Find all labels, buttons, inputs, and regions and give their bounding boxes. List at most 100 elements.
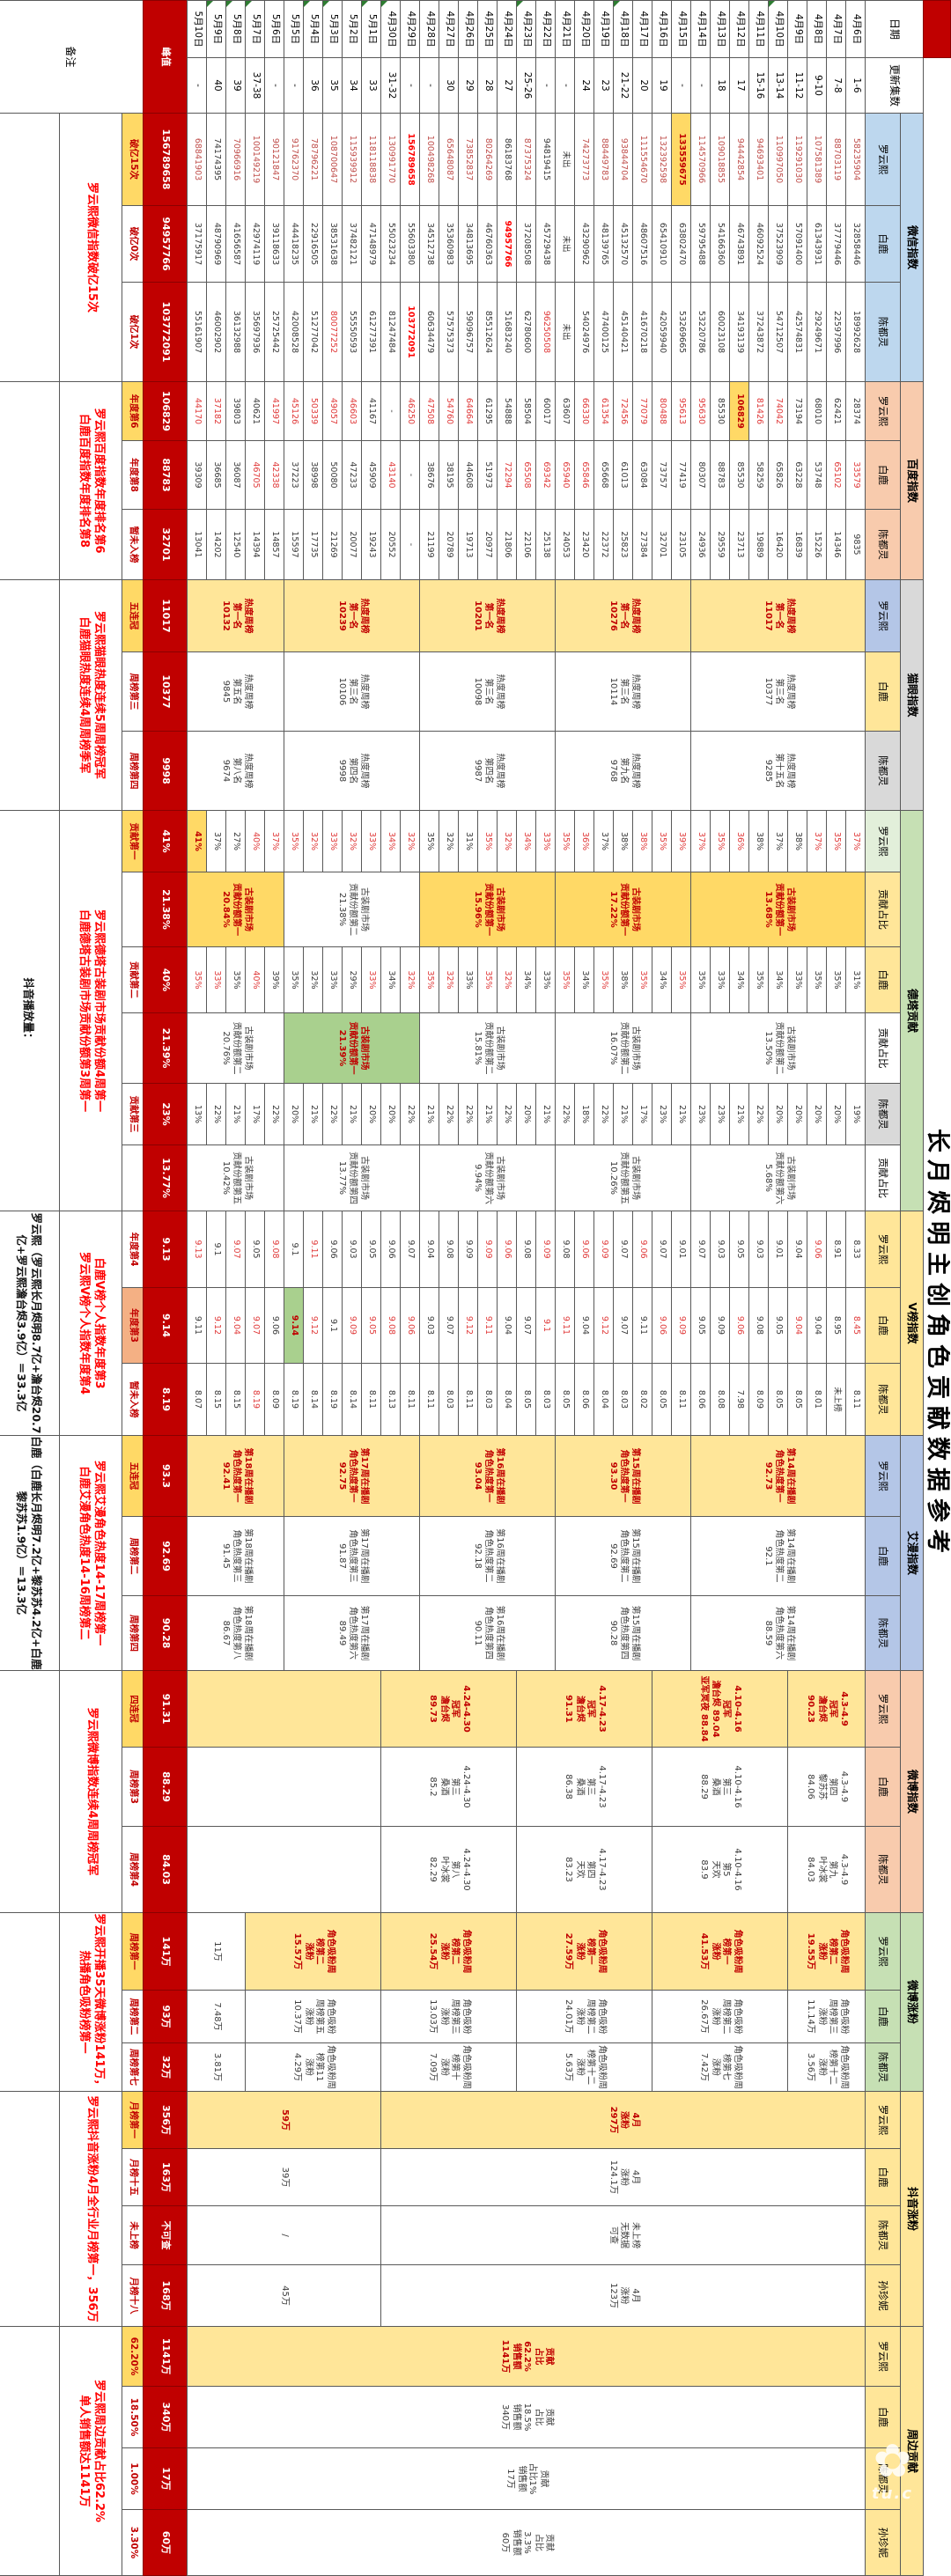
peak-cell[interactable]: 60万 [143,2509,188,2576]
episode-cell[interactable]: 36 [303,57,323,114]
value-cell[interactable]: 9.06 [400,1287,420,1364]
sub-header[interactable]: 贡献占比 [865,1012,901,1084]
value-cell[interactable]: 37482121 [342,205,362,283]
value-cell[interactable]: 49057 [322,381,343,441]
value-cell[interactable]: 8.15 [225,1363,246,1436]
episode-cell[interactable]: 18 [710,57,730,114]
value-cell[interactable]: 35% [555,810,575,872]
badge-cell[interactable]: 暂未入榜 [122,1363,144,1436]
value-cell[interactable]: 37223 [284,440,304,510]
value-cell[interactable]: 114570966 [690,113,711,206]
sub-header[interactable]: 白鹿 [865,1287,901,1364]
value-cell[interactable]: 44170 [187,381,207,441]
value-cell[interactable]: 8.14 [303,1363,323,1436]
value-cell[interactable]: 9.09 [535,1211,556,1288]
value-cell[interactable]: 9.03 [748,1211,769,1288]
value-cell[interactable]: 35% [807,946,827,1013]
value-cell[interactable]: 35% [652,810,672,872]
date-cell[interactable]: 4月14日 [690,0,711,58]
peak-cell[interactable]: 11017 [143,579,188,652]
value-cell[interactable]: 61277391 [361,282,381,382]
badge-cell[interactable]: 年度第4 [122,1211,144,1288]
value-cell[interactable]: 21% [671,1083,691,1145]
value-cell[interactable]: 20789 [439,509,459,580]
value-cell[interactable]: 40% [245,810,265,872]
value-cell[interactable]: 25138 [535,509,556,580]
value-cell[interactable]: 32% [303,946,323,1013]
value-cell[interactable]: 21% [477,1083,498,1145]
value-cell[interactable]: 21% [419,1083,439,1145]
value-cell[interactable]: 36% [729,810,749,872]
value-cell[interactable]: 24053 [555,509,575,580]
peak-cell[interactable]: 9998 [143,731,188,811]
weekly-cell[interactable]: 热度周榜 第九名 9768 [555,731,691,811]
value-cell[interactable]: 33% [361,810,381,872]
date-cell[interactable]: 4月30日 [380,0,401,58]
note-red[interactable]: 罗云熙周边贡献占比62.2% 单人销售额达1141万 [59,2326,122,2576]
value-cell[interactable]: 35% [284,810,304,872]
date-cell[interactable]: 4月13日 [710,0,730,58]
value-cell[interactable]: 9.09 [477,1211,498,1288]
value-cell[interactable]: 42059940 [652,282,672,382]
value-cell[interactable]: 45132570 [613,205,633,283]
value-cell[interactable]: 74174395 [206,113,226,206]
value-cell[interactable]: 37% [206,810,226,872]
peak-cell[interactable]: 141万 [143,1912,188,1991]
value-cell[interactable]: 43290962 [574,205,594,283]
column-header-date[interactable]: 日期 [865,0,924,58]
value-cell[interactable]: 59096757 [458,282,478,382]
value-cell[interactable]: 36087 [225,440,246,510]
value-cell[interactable]: 94957766 [497,205,517,283]
badge-cell[interactable]: 月榜十八 [122,2264,144,2327]
value-cell[interactable]: 9.13 [187,1211,207,1288]
episode-cell[interactable]: 17 [729,57,749,114]
value-cell[interactable]: 8.09 [264,1363,284,1436]
value-cell[interactable]: 39309 [187,440,207,510]
badge-cell[interactable]: 周榜第三 [122,651,144,732]
value-cell[interactable]: 9.11 [632,1287,652,1364]
value-cell[interactable]: 45909 [361,440,381,510]
value-cell[interactable]: 34512738 [419,205,439,283]
value-cell[interactable]: 41997 [264,381,284,441]
value-cell[interactable]: 45126 [284,381,304,441]
weekly-cell[interactable]: 第18周在播剧 角色热度第三 91.45 [187,1516,284,1596]
value-cell[interactable]: 9.09 [710,1287,730,1364]
weekly-cell[interactable]: 古装剧市场 贡献份额第二 15.81% [419,1012,556,1084]
value-cell[interactable]: 9.08 [555,1211,575,1288]
date-cell[interactable]: 4月29日 [400,0,420,58]
value-cell[interactable]: 69342 [535,440,556,510]
peak-cell[interactable]: 21.38% [143,872,188,947]
value-cell[interactable]: 8.04 [593,1363,614,1436]
note-black[interactable]: 罗云熙（罗云熙长月烬明8.7亿+澹台烬20.7亿+罗云熙澹台烬3.9亿）＝33.… [0,1211,60,1436]
value-cell[interactable]: 9.1 [284,1211,304,1288]
group-header[interactable]: 德塔贡献 [900,810,924,1211]
badge-cell[interactable]: 未上榜 [122,2205,144,2265]
value-cell[interactable]: 78796221 [303,113,323,206]
value-cell[interactable]: 23420 [574,509,594,580]
badge-cell[interactable]: 年度第6 [122,381,144,441]
weekly-cell[interactable]: 角色吸粉 周榜第五 涨粉 10.37万 [245,1990,381,2043]
value-cell[interactable]: 21199 [419,509,439,580]
weekly-cell[interactable]: 59万 [187,2091,381,2149]
value-cell[interactable]: 60023108 [710,282,730,382]
date-cell[interactable]: 4月6日 [845,0,866,58]
weekly-cell[interactable]: 古装剧市场 贡献份额第五 10.26% [555,1144,691,1211]
value-cell[interactable]: 37% [593,810,614,872]
value-cell[interactable]: 77079 [632,381,652,441]
value-cell[interactable]: 未出 [555,113,575,206]
value-cell[interactable]: 12540 [225,509,246,580]
value-cell[interactable]: 55603380 [400,205,420,283]
date-cell[interactable]: 5月4日 [303,0,323,58]
sub-header[interactable]: 贡献占比 [865,1144,901,1211]
value-cell[interactable]: 20% [380,1083,401,1145]
value-cell[interactable]: 9.12 [206,1287,226,1364]
value-cell[interactable]: 37% [264,810,284,872]
peak-cell[interactable]: 163万 [143,2148,188,2206]
value-cell[interactable]: 9.07 [439,1287,459,1364]
value-cell[interactable]: 46743891 [729,205,749,283]
value-cell[interactable]: 35% [710,810,730,872]
badge-cell[interactable]: 破亿1次 [122,282,144,382]
value-cell[interactable]: 8.02 [632,1363,652,1436]
value-cell[interactable]: 34% [768,946,788,1013]
weekly-cell[interactable]: 贡献 占比 62.2% 销售额 1141万 [187,2326,866,2387]
